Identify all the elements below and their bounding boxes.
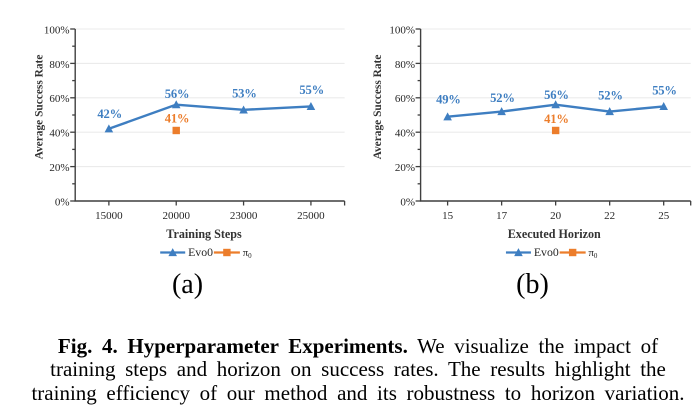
caption-line-3: training efficiency of our method and it… — [31, 380, 685, 405]
y-axis-title: Average Success Rate — [372, 55, 384, 160]
caption-line-2: training steps and horizon on success ra… — [50, 357, 666, 382]
y-tick-label: 20% — [49, 162, 69, 174]
y-tick-label: 100% — [389, 24, 415, 36]
series-line-Evo0 — [108, 103, 311, 130]
data-point-label: 41% — [544, 112, 569, 126]
x-tick-label: 25000 — [297, 210, 325, 222]
caption-bold-lead: Fig. 4. Hyperparameter Experiments. — [57, 334, 408, 358]
legend-label-pi0: π0 — [243, 247, 252, 260]
data-point-marker — [239, 105, 248, 114]
data-point-marker — [605, 107, 614, 116]
data-point-marker — [443, 112, 452, 121]
data-point-label: 56% — [544, 88, 569, 102]
panel-label: (a) — [172, 269, 203, 300]
data-point-marker — [172, 126, 180, 135]
data-point-label: 49% — [436, 92, 461, 106]
x-tick-label: 15000 — [95, 210, 123, 222]
legend-marker-pi0 — [223, 248, 231, 257]
data-point-marker — [659, 102, 668, 110]
y-tick-label: 80% — [395, 59, 415, 71]
y-tick-label: 60% — [49, 93, 69, 105]
legend-marker-evo0 — [514, 248, 523, 257]
x-tick-label: 20000 — [162, 210, 190, 222]
y-tick-label: 40% — [395, 128, 415, 140]
data-point-marker — [497, 107, 506, 116]
y-tick-label: 40% — [49, 128, 69, 140]
data-point-label: 52% — [490, 91, 515, 105]
y-tick-label: 0% — [400, 196, 415, 208]
x-axis-title: Executed Horizon — [508, 227, 601, 241]
legend-label-pi0: π0 — [588, 247, 597, 260]
x-tick-label: 22 — [604, 210, 615, 222]
caption-line-1: Fig. 4. Hyperparameter Experiments. We v… — [10, 334, 696, 358]
x-tick-label: 23000 — [230, 210, 258, 222]
data-point-label: 41% — [165, 111, 190, 125]
legend-marker-evo0 — [168, 248, 177, 257]
x-tick-label: 15 — [442, 210, 454, 222]
data-point-label: 55% — [652, 83, 677, 97]
y-tick-label: 60% — [395, 93, 415, 105]
x-tick-label: 20 — [550, 210, 562, 222]
figure-caption: Fig. 4. Hyperparameter Experiments. We v… — [10, 334, 696, 405]
y-tick-label: 80% — [49, 59, 69, 71]
data-point-label: 55% — [299, 83, 324, 97]
data-point-marker — [171, 100, 181, 109]
data-point-marker — [551, 126, 560, 135]
y-tick-label: 20% — [395, 162, 415, 174]
y-tick-label: 0% — [55, 196, 70, 208]
x-tick-label: 25 — [658, 210, 670, 222]
data-point-marker — [551, 100, 560, 109]
data-point-label: 42% — [97, 107, 122, 121]
data-point-marker — [306, 102, 316, 110]
legend-label-evo0: Evo0 — [188, 245, 213, 259]
data-point-label: 56% — [165, 87, 190, 101]
panel-label: (b) — [516, 269, 549, 300]
x-tick-label: 17 — [496, 210, 508, 222]
y-axis-title: Average Success Rate — [34, 55, 46, 160]
charts-canvas: 42% 56% 53% 55% 41% 0% 20% 40% 60% 80% 100% 15000 20… — [34, 24, 692, 300]
data-point-label: 53% — [232, 87, 257, 101]
data-point-marker — [104, 124, 114, 133]
y-tick-label: 100% — [44, 24, 70, 36]
caption-line-1-rest: We visualize the impact of — [407, 334, 659, 358]
legend-marker-pi0 — [568, 248, 577, 257]
legend-label-evo0: Evo0 — [534, 245, 559, 259]
x-axis-title: Training Steps — [166, 227, 242, 241]
data-point-label: 52% — [598, 88, 623, 102]
